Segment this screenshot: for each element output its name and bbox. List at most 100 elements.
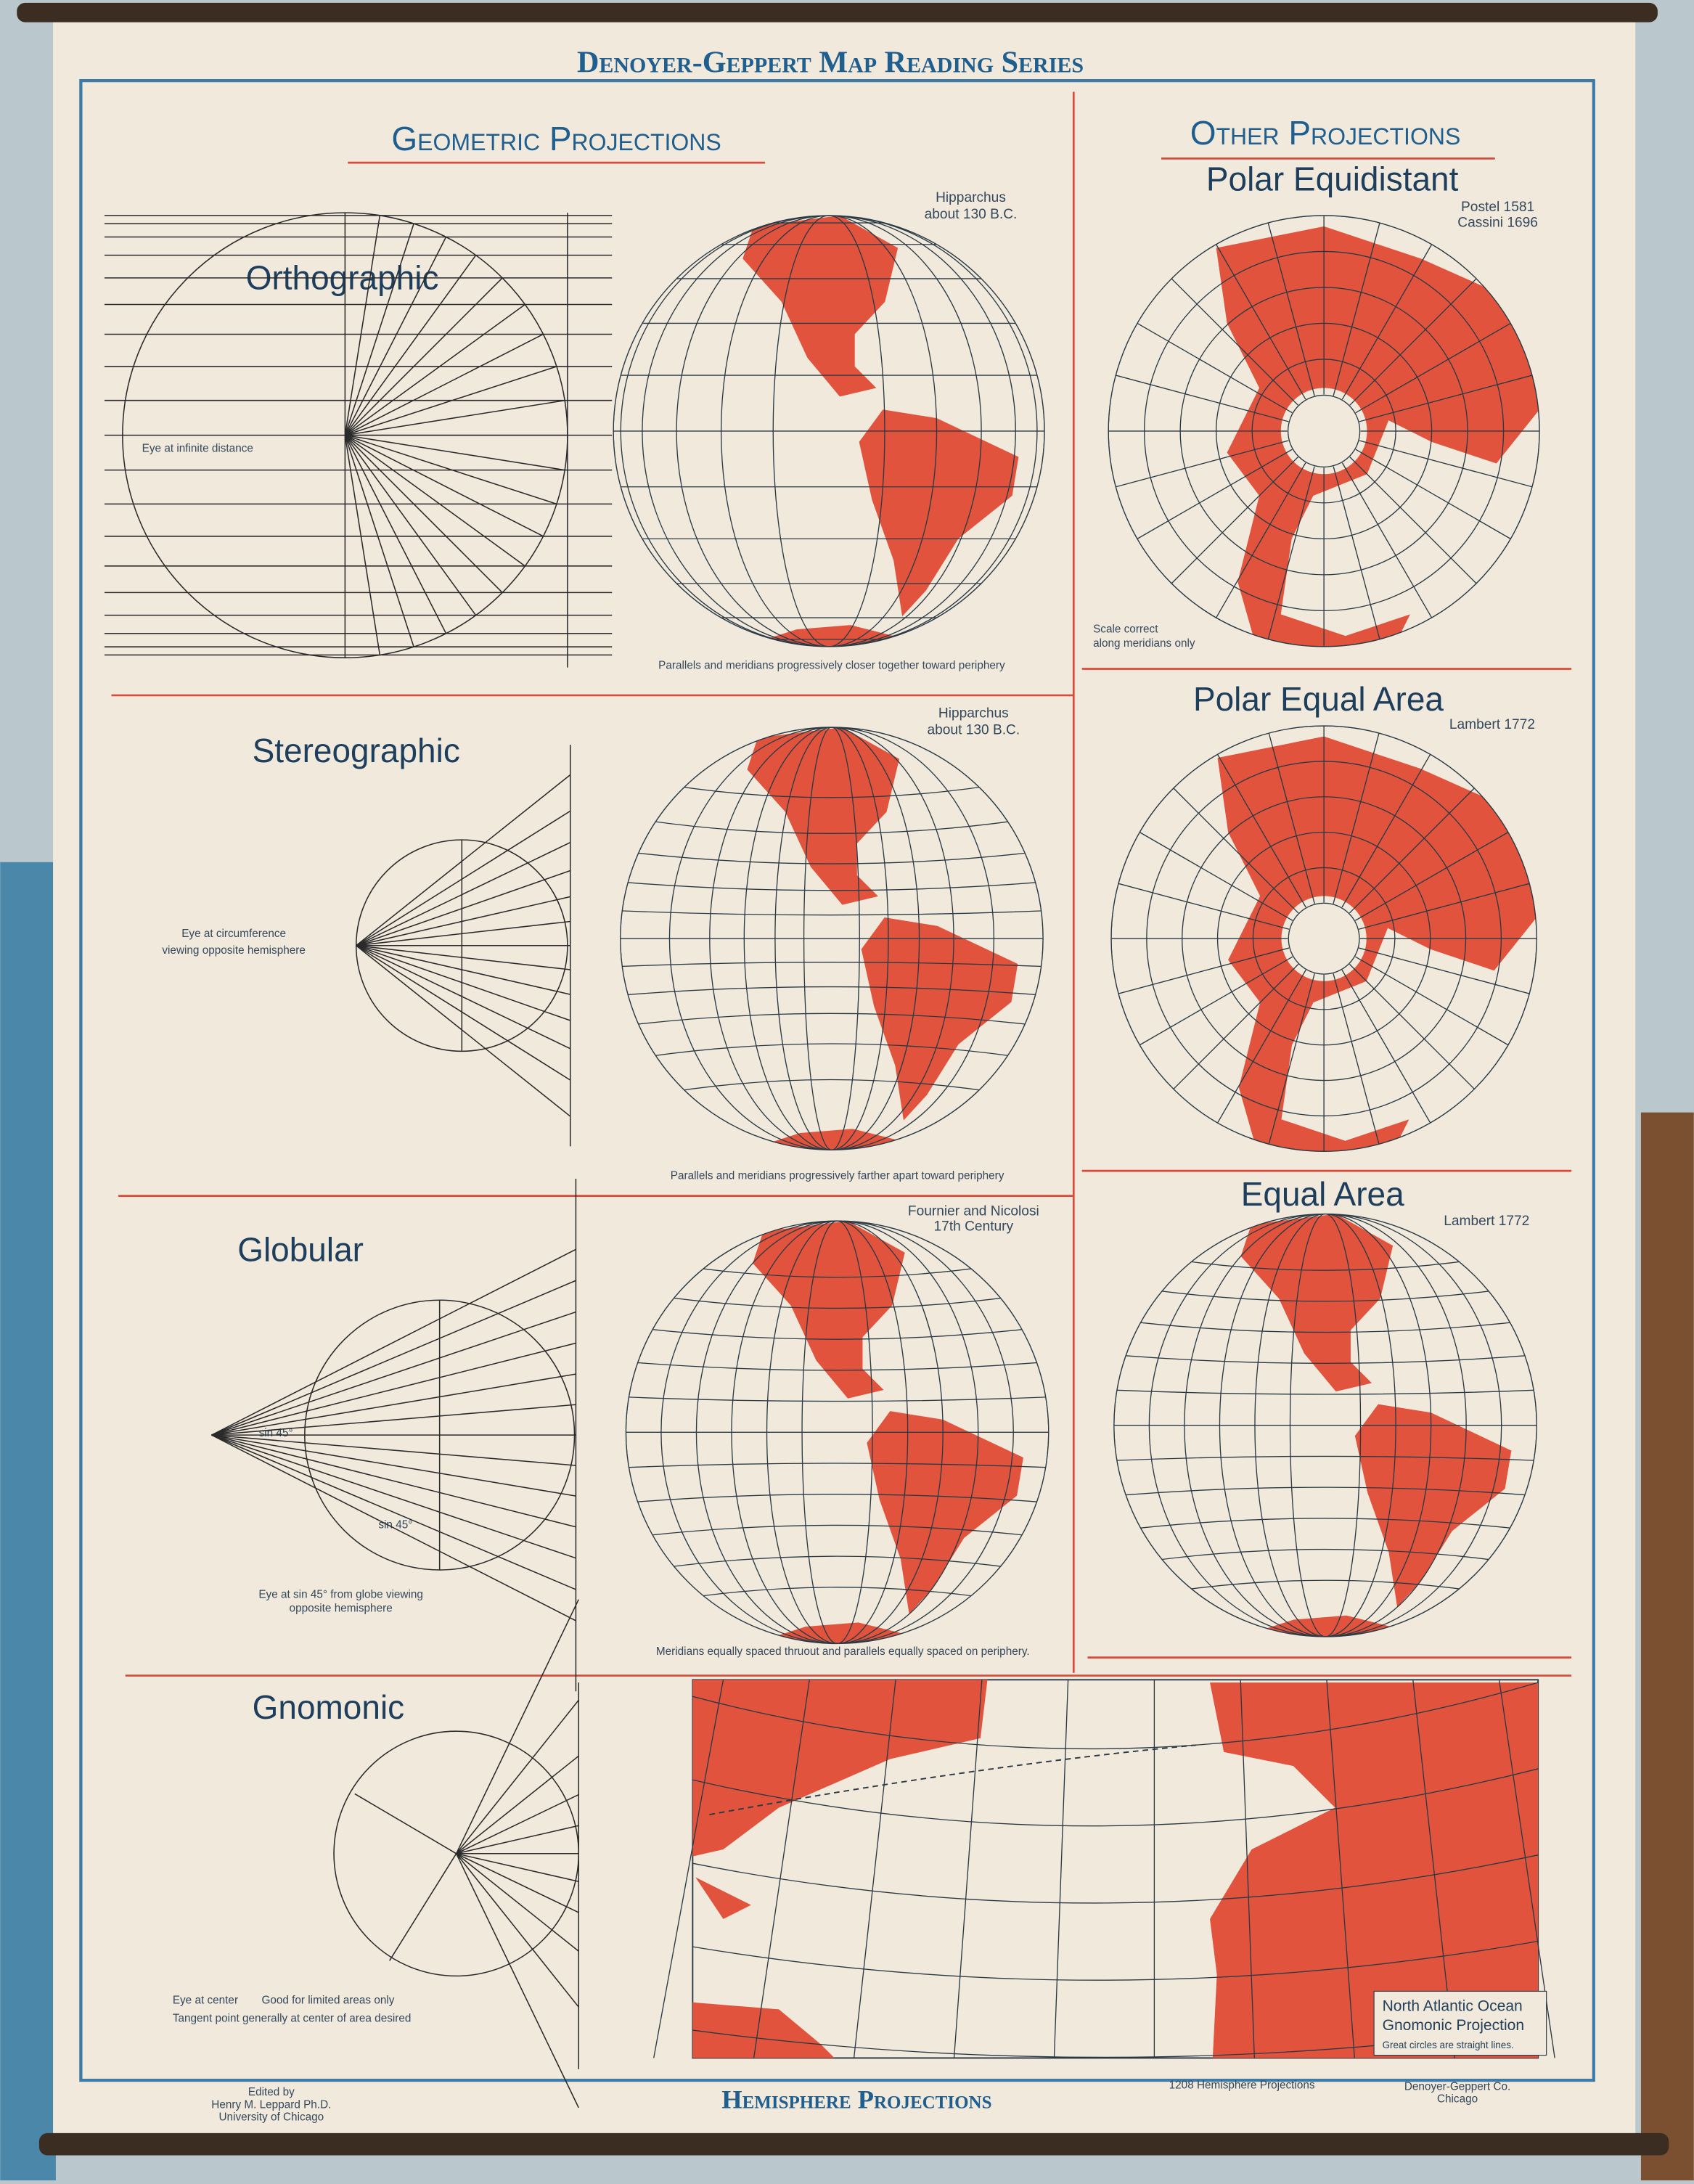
note: Scale correct bbox=[1093, 623, 1158, 636]
source: Lambert 1772 bbox=[1449, 717, 1535, 732]
continent bbox=[1240, 1615, 1410, 1637]
meridian bbox=[1349, 788, 1475, 914]
credit: 1208 Hemisphere Projections bbox=[1169, 2079, 1315, 2092]
source: 17th Century bbox=[934, 1219, 1014, 1234]
ray bbox=[456, 1853, 579, 1913]
credit: Chicago bbox=[1437, 2093, 1478, 2106]
meridian bbox=[1139, 956, 1293, 1046]
ray bbox=[345, 333, 544, 436]
note: Eye at center bbox=[173, 1995, 238, 2007]
meridian bbox=[1333, 973, 1380, 1145]
ray bbox=[523, 1539, 576, 1559]
globe bbox=[1110, 725, 1537, 1152]
legend-text: Gnomonic Projection bbox=[1383, 2017, 1525, 2034]
meridian bbox=[1359, 375, 1533, 422]
ray bbox=[557, 991, 570, 995]
meridian bbox=[1116, 440, 1289, 488]
parallel bbox=[626, 1291, 1049, 1309]
parallel bbox=[1287, 394, 1361, 468]
meridian bbox=[1349, 457, 1477, 584]
ray bbox=[497, 1280, 576, 1314]
continent bbox=[753, 1622, 922, 1644]
ray bbox=[344, 435, 447, 634]
ray bbox=[356, 879, 545, 946]
ray bbox=[356, 945, 508, 1042]
ray bbox=[345, 434, 565, 471]
meridian bbox=[1116, 375, 1289, 422]
legend-text: North Atlantic Ocean bbox=[1383, 1997, 1523, 2014]
meridian bbox=[1171, 278, 1298, 406]
ray bbox=[211, 1434, 499, 1558]
ray bbox=[565, 968, 570, 970]
diagram-label: sin 45° bbox=[378, 1518, 412, 1531]
land bbox=[1217, 736, 1537, 1152]
parallel bbox=[1113, 1518, 1537, 1531]
ray bbox=[356, 944, 565, 970]
ray bbox=[389, 1853, 457, 1961]
ray bbox=[356, 945, 557, 992]
graticule bbox=[1111, 726, 1537, 1152]
globe bbox=[625, 1220, 1049, 1645]
parallel bbox=[620, 962, 1044, 968]
parallel bbox=[620, 881, 1044, 891]
meridian bbox=[1333, 466, 1380, 639]
ray bbox=[507, 810, 571, 851]
parallel bbox=[692, 1768, 1539, 1827]
ray bbox=[344, 435, 477, 616]
note: viewing opposite hemisphere bbox=[162, 944, 305, 957]
ray bbox=[565, 920, 570, 923]
pole bbox=[1281, 896, 1367, 981]
meridian bbox=[1173, 963, 1299, 1089]
continent bbox=[1354, 1404, 1512, 1608]
ray bbox=[344, 435, 381, 655]
land bbox=[692, 2002, 835, 2058]
ray bbox=[344, 237, 447, 435]
graticule bbox=[613, 215, 1045, 647]
land bbox=[742, 215, 1019, 647]
meridian bbox=[1216, 753, 1306, 908]
meridian bbox=[1216, 462, 1306, 618]
note: Tangent point generally at center of are… bbox=[173, 2013, 412, 2025]
land bbox=[1210, 1682, 1539, 2058]
ray bbox=[544, 1518, 576, 1528]
ray bbox=[356, 945, 528, 1029]
graticule bbox=[626, 1221, 1049, 1644]
pole bbox=[1280, 388, 1367, 475]
ray bbox=[570, 1404, 576, 1406]
continent bbox=[1217, 736, 1537, 1152]
ray bbox=[485, 1048, 571, 1117]
gnomonic-map: North Atlantic Ocean Gnomonic Projection G… bbox=[653, 1679, 1555, 2059]
note: Eye at infinite distance bbox=[142, 443, 253, 455]
parallel bbox=[1113, 1486, 1537, 1497]
ray bbox=[356, 899, 557, 946]
ray bbox=[211, 1434, 546, 1520]
parallel bbox=[1113, 1354, 1537, 1364]
legend-box bbox=[1373, 1990, 1547, 2056]
credit: University of Chicago bbox=[219, 2111, 324, 2124]
panel-title: Gnomonic bbox=[253, 1688, 405, 1726]
continent bbox=[753, 1221, 905, 1399]
ray bbox=[497, 1555, 576, 1590]
ray bbox=[211, 1303, 470, 1436]
window bbox=[0, 862, 56, 2180]
bottom-roller bbox=[38, 2132, 1669, 2156]
ray bbox=[557, 896, 570, 901]
legend-text: Great circles are straight lines. bbox=[1383, 2040, 1514, 2050]
meridian bbox=[1354, 832, 1509, 921]
meridian bbox=[1118, 947, 1290, 994]
meridian bbox=[1359, 440, 1533, 488]
parallel bbox=[620, 986, 1044, 996]
ray bbox=[560, 1492, 576, 1497]
parallel bbox=[620, 910, 1044, 916]
ray bbox=[211, 1404, 571, 1436]
meridian bbox=[1137, 449, 1293, 539]
ray bbox=[345, 399, 565, 436]
parallel bbox=[1113, 1455, 1537, 1461]
parallel bbox=[620, 816, 1044, 834]
continent bbox=[1216, 226, 1540, 647]
ray bbox=[345, 434, 557, 505]
ray bbox=[344, 303, 525, 436]
panel-title: Globular bbox=[237, 1231, 364, 1269]
continent bbox=[867, 1411, 1023, 1614]
